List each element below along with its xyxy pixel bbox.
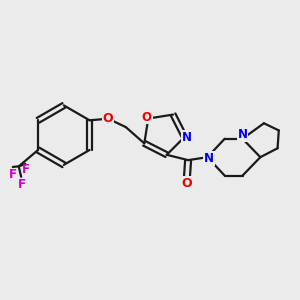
Text: O: O bbox=[142, 110, 152, 124]
Text: O: O bbox=[181, 176, 192, 190]
Text: N: N bbox=[182, 130, 192, 143]
Text: O: O bbox=[103, 112, 113, 125]
Text: N: N bbox=[204, 152, 214, 165]
Text: F: F bbox=[9, 168, 17, 182]
Text: F: F bbox=[22, 163, 30, 176]
Text: N: N bbox=[238, 128, 248, 141]
Text: F: F bbox=[18, 178, 26, 190]
